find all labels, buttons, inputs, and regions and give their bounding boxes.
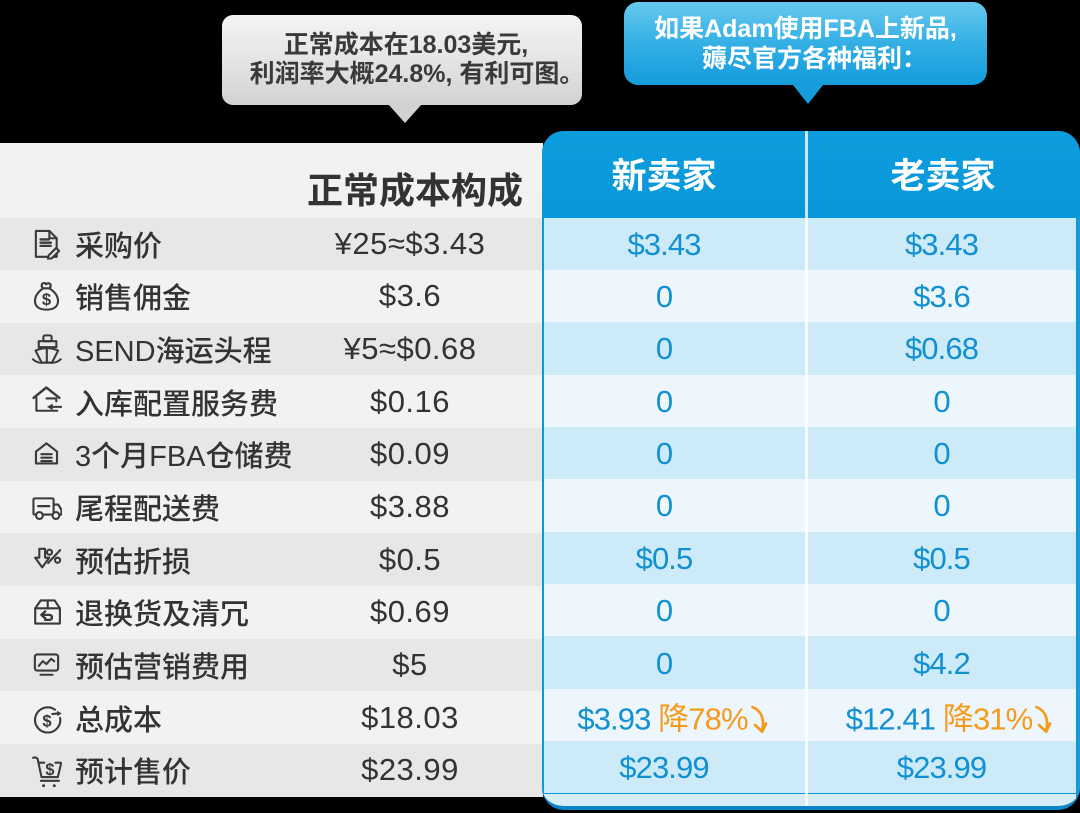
svg-text:$: $ <box>42 290 51 309</box>
svg-text:$: $ <box>42 711 51 730</box>
svg-text:$: $ <box>45 761 54 779</box>
